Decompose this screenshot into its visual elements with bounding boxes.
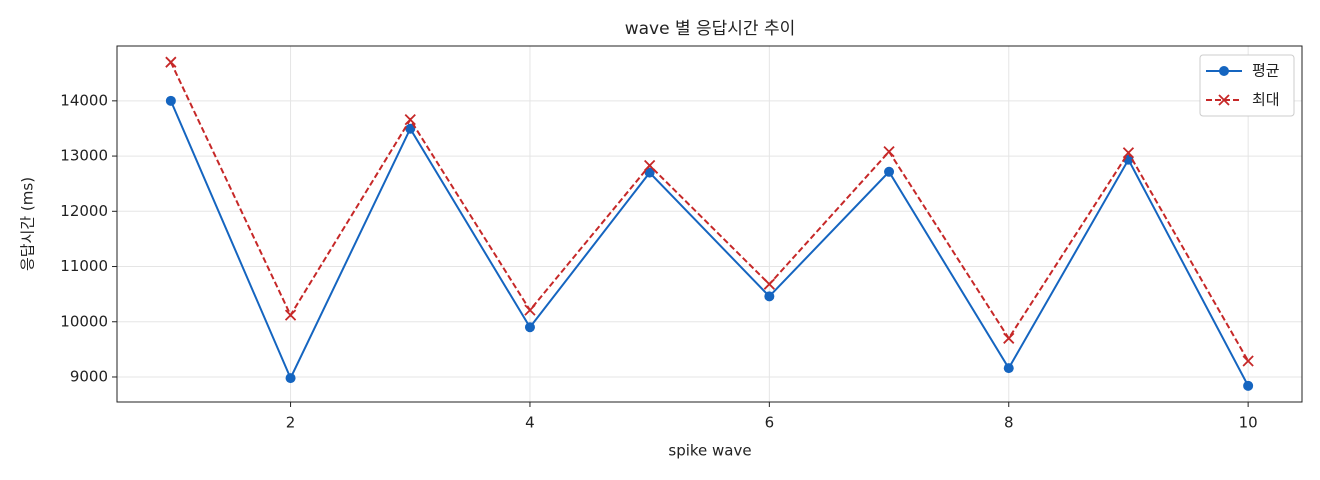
legend-label: 평균 bbox=[1252, 62, 1280, 80]
data-point bbox=[764, 291, 775, 302]
y-tick-label: 12000 bbox=[60, 202, 108, 220]
data-point bbox=[405, 123, 416, 134]
data-point bbox=[524, 322, 535, 333]
data-point bbox=[644, 159, 656, 172]
y-tick-label: 9000 bbox=[70, 367, 108, 385]
legend-marker bbox=[1218, 94, 1230, 106]
data-point bbox=[1243, 380, 1254, 391]
legend-marker bbox=[1219, 66, 1229, 76]
data-point bbox=[1242, 355, 1254, 367]
legend-label: 최대 bbox=[1252, 91, 1280, 109]
data-point bbox=[883, 146, 895, 158]
x-axis-label: spike wave bbox=[668, 442, 751, 460]
data-point bbox=[884, 166, 895, 177]
plot-frame bbox=[116, 45, 1303, 403]
data-point bbox=[524, 304, 536, 316]
y-axis-label: 응답시간 (ms) bbox=[19, 177, 37, 271]
chart-title: wave 별 응답시간 추이 bbox=[625, 19, 796, 39]
y-tick-label: 11000 bbox=[60, 257, 108, 275]
data-point bbox=[284, 309, 297, 321]
data-point bbox=[285, 373, 296, 384]
data-point bbox=[1003, 332, 1015, 344]
x-tick-label: 2 bbox=[286, 414, 296, 432]
x-tick-label: 6 bbox=[765, 414, 775, 432]
data-point bbox=[165, 95, 176, 106]
data-point bbox=[644, 167, 655, 178]
y-tick-label: 13000 bbox=[60, 147, 108, 165]
y-tick-label: 10000 bbox=[60, 312, 108, 330]
data-point bbox=[763, 278, 775, 290]
y-tick-label: 14000 bbox=[60, 91, 108, 109]
x-tick-label: 8 bbox=[1004, 414, 1014, 432]
x-tick-label: 10 bbox=[1239, 414, 1258, 432]
data-point bbox=[1003, 363, 1014, 374]
legend-box bbox=[1199, 54, 1295, 117]
data-point bbox=[1122, 147, 1135, 159]
data-point bbox=[404, 113, 416, 126]
data-point bbox=[165, 56, 177, 68]
series-line bbox=[169, 100, 1250, 387]
x-tick-label: 4 bbox=[525, 414, 535, 432]
